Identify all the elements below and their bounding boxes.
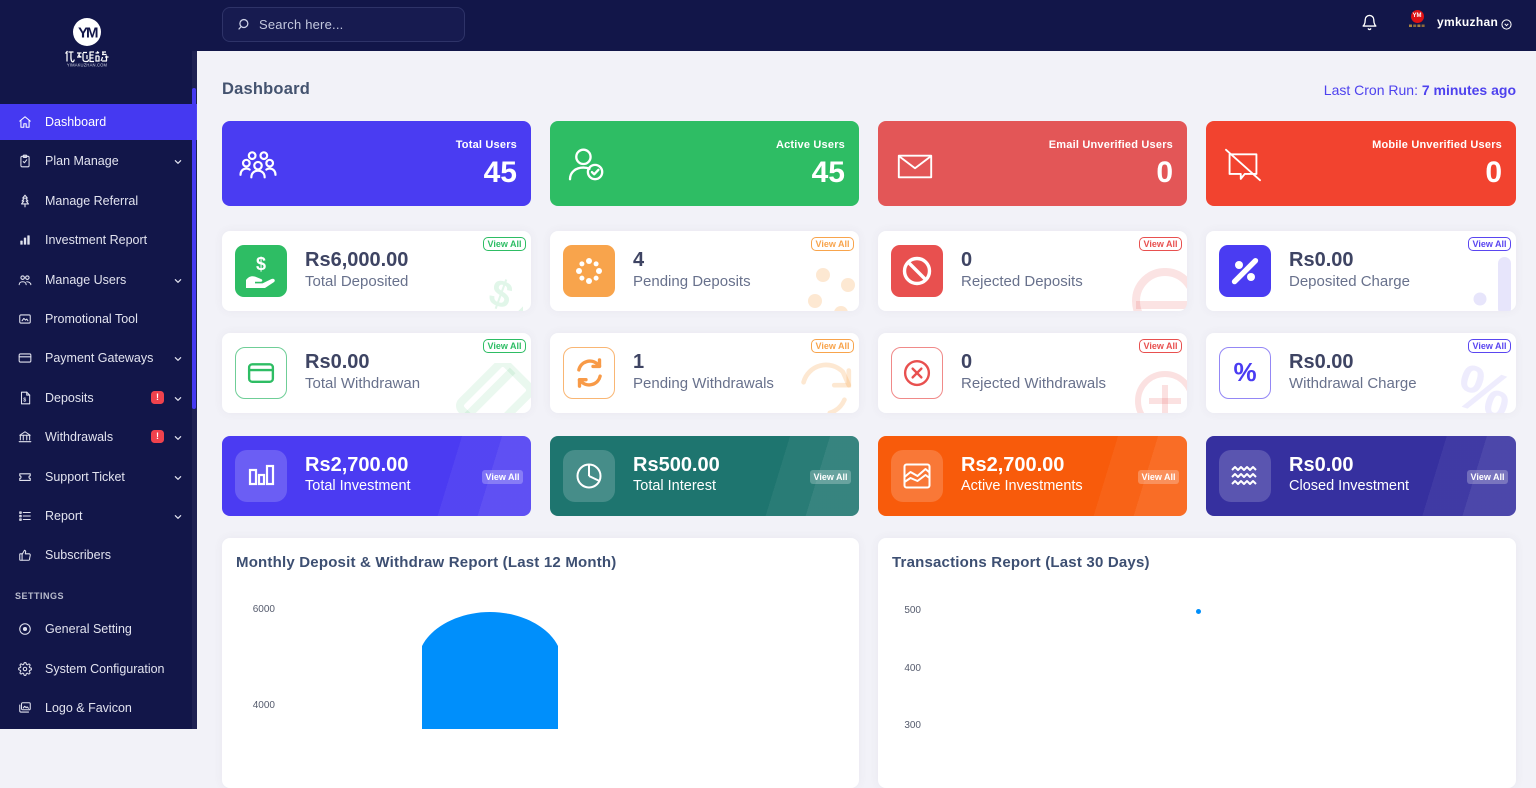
svg-text:$: $ [23,397,26,403]
svg-text:$: $ [256,254,266,274]
svg-text:%: % [1233,358,1256,387]
svg-text:%: % [1447,353,1516,413]
svg-text:$: $ [484,271,518,311]
svg-text:YM: YM [78,24,98,41]
